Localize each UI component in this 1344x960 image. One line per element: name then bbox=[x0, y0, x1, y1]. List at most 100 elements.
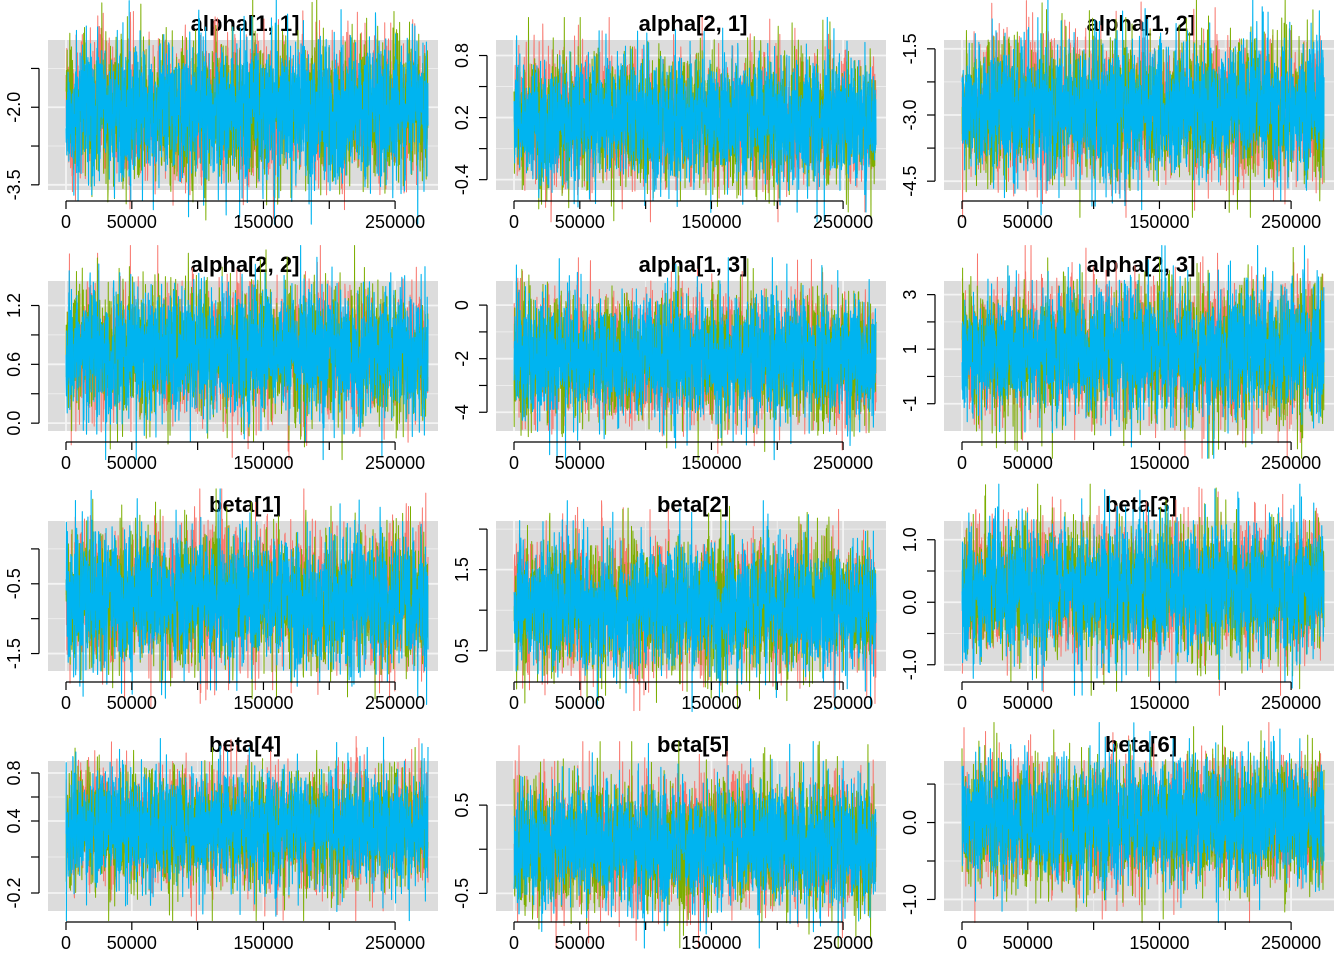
trace-line-chain-3 bbox=[65, 244, 429, 461]
x-axis: 0 50000 150000 250000 bbox=[957, 441, 1321, 473]
y-axis: 0.5 1.5 bbox=[452, 528, 488, 663]
x-tick-label: 0 bbox=[61, 212, 71, 232]
x-tick-label: 250000 bbox=[1261, 212, 1321, 232]
x-tick-label: 50000 bbox=[107, 453, 157, 473]
x-tick-label: 150000 bbox=[233, 933, 293, 953]
y-tick-label: 1.5 bbox=[452, 557, 472, 582]
x-tick-label: 0 bbox=[509, 693, 519, 713]
y-axis: -1 1 3 bbox=[900, 290, 936, 412]
trace-line-chain-3 bbox=[961, 0, 1325, 216]
x-tick-label: 0 bbox=[61, 453, 71, 473]
y-tick-label: 3 bbox=[900, 290, 920, 300]
x-tick-label: 0 bbox=[957, 212, 967, 232]
trace-lines bbox=[65, 488, 429, 708]
x-tick-label: 50000 bbox=[555, 212, 605, 232]
trace-panel: beta[2] 0 50000 150000 250000 0.5 1.5 bbox=[452, 492, 886, 713]
y-tick-label: 0.4 bbox=[4, 808, 24, 833]
x-tick-label: 150000 bbox=[1129, 212, 1189, 232]
x-axis: 0 50000 150000 250000 bbox=[957, 200, 1321, 232]
x-tick-label: 150000 bbox=[1129, 453, 1189, 473]
trace-panel: beta[5] 0 50000 150000 250000 -0.5 0.5 bbox=[452, 732, 886, 953]
x-tick-label: 250000 bbox=[1261, 453, 1321, 473]
y-tick-label: 0.8 bbox=[452, 43, 472, 68]
trace-line-chain-3 bbox=[513, 16, 877, 223]
x-axis: 0 50000 150000 250000 bbox=[957, 681, 1321, 713]
trace-line-chain-3 bbox=[513, 257, 877, 461]
x-tick-label: 50000 bbox=[107, 212, 157, 232]
y-tick-label: -3.5 bbox=[4, 169, 24, 200]
y-tick-label: -2.0 bbox=[4, 92, 24, 123]
x-tick-label: 50000 bbox=[555, 453, 605, 473]
y-tick-label: 0.0 bbox=[900, 590, 920, 615]
x-tick-label: 0 bbox=[509, 933, 519, 953]
y-tick-label: 1 bbox=[900, 344, 920, 354]
trace-panel: alpha[1, 1] 0 50000 150000 250000 -3.5 -2.0 bbox=[4, 0, 438, 232]
trace-panel: beta[1] 0 50000 150000 250000 -1.5 -0.5 bbox=[4, 488, 438, 713]
y-tick-label: -2 bbox=[452, 351, 472, 367]
panel-title: alpha[2, 2] bbox=[191, 252, 300, 277]
x-tick-label: 250000 bbox=[1261, 933, 1321, 953]
y-tick-label: -0.4 bbox=[452, 164, 472, 195]
x-tick-label: 0 bbox=[509, 453, 519, 473]
panel-title: alpha[1, 1] bbox=[191, 11, 300, 36]
y-tick-label: -1 bbox=[900, 396, 920, 412]
y-tick-label: 0.2 bbox=[452, 105, 472, 130]
x-tick-label: 250000 bbox=[365, 693, 425, 713]
x-tick-label: 150000 bbox=[1129, 693, 1189, 713]
x-tick-label: 50000 bbox=[1003, 933, 1053, 953]
trace-panels: alpha[1, 1]0 50000 150000 250000-3.5-2.0alp… bbox=[4, 0, 1334, 953]
trace-lines bbox=[65, 244, 429, 461]
y-axis: 0.0 0.6 1.2 bbox=[4, 293, 40, 436]
x-tick-label: 50000 bbox=[107, 693, 157, 713]
trace-line-chain-3 bbox=[961, 245, 1325, 459]
trace-panel: beta[4] 0 50000 150000 250000 -0.2 0.4 0.8 bbox=[4, 732, 438, 953]
y-axis: -1.0 0.0 1.0 bbox=[900, 527, 936, 680]
x-tick-label: 0 bbox=[957, 453, 967, 473]
trace-line-chain-3 bbox=[65, 736, 429, 922]
y-tick-label: -0.5 bbox=[452, 878, 472, 909]
x-tick-label: 250000 bbox=[813, 933, 873, 953]
trace-lines bbox=[961, 245, 1325, 459]
y-tick-label: 0.6 bbox=[4, 352, 24, 377]
trace-lines bbox=[961, 483, 1325, 696]
x-tick-label: 250000 bbox=[365, 212, 425, 232]
x-tick-label: 150000 bbox=[681, 933, 741, 953]
y-tick-label: 0 bbox=[452, 300, 472, 310]
panel-title: beta[4] bbox=[209, 732, 281, 757]
trace-panel: beta[6]0 50000 150000 250000-1.00.0 bbox=[900, 721, 1334, 953]
x-tick-label: 150000 bbox=[681, 693, 741, 713]
y-axis: -4 -2 0 bbox=[452, 300, 488, 420]
y-tick-label: 1.0 bbox=[900, 527, 920, 552]
trace-line-chain-3 bbox=[513, 500, 877, 713]
trace-lines bbox=[513, 500, 877, 713]
x-tick-label: 0 bbox=[61, 933, 71, 953]
x-tick-label: 50000 bbox=[1003, 212, 1053, 232]
panel-title: beta[5] bbox=[657, 732, 729, 757]
x-axis: 0 50000 150000 250000 bbox=[509, 921, 873, 953]
y-tick-label: -0.5 bbox=[4, 568, 24, 599]
y-axis: -3.5 -2.0 bbox=[4, 67, 40, 200]
y-axis: -4.5 -3.0 -1.5 bbox=[900, 33, 936, 197]
panel-title: alpha[2, 1] bbox=[639, 11, 748, 36]
panel-title: beta[2] bbox=[657, 492, 729, 517]
panel-title: alpha[1, 3] bbox=[639, 252, 748, 277]
panel-title: beta[1] bbox=[209, 492, 281, 517]
x-tick-label: 0 bbox=[61, 693, 71, 713]
trace-line-chain-3 bbox=[65, 0, 429, 225]
y-tick-label: 0.0 bbox=[900, 810, 920, 835]
y-tick-label: 0.5 bbox=[452, 638, 472, 663]
trace-lines bbox=[513, 257, 877, 461]
trace-lines bbox=[513, 741, 877, 949]
x-tick-label: 150000 bbox=[681, 212, 741, 232]
trace-panel: beta[3]0 50000 150000 250000-1.00.01.0 bbox=[900, 483, 1334, 713]
x-tick-label: 250000 bbox=[1261, 693, 1321, 713]
trace-lines bbox=[65, 0, 429, 225]
y-axis: -0.2 0.4 0.8 bbox=[4, 760, 40, 909]
trace-panel: alpha[2, 2] 0 50000 150000 250000 0.0 0.6 1.2 bbox=[4, 244, 438, 473]
y-tick-label: -3.0 bbox=[900, 99, 920, 130]
x-tick-label: 250000 bbox=[813, 693, 873, 713]
x-axis: 0 50000 150000 250000 bbox=[61, 441, 425, 473]
x-tick-label: 50000 bbox=[107, 933, 157, 953]
y-tick-label: 0.8 bbox=[4, 760, 24, 785]
